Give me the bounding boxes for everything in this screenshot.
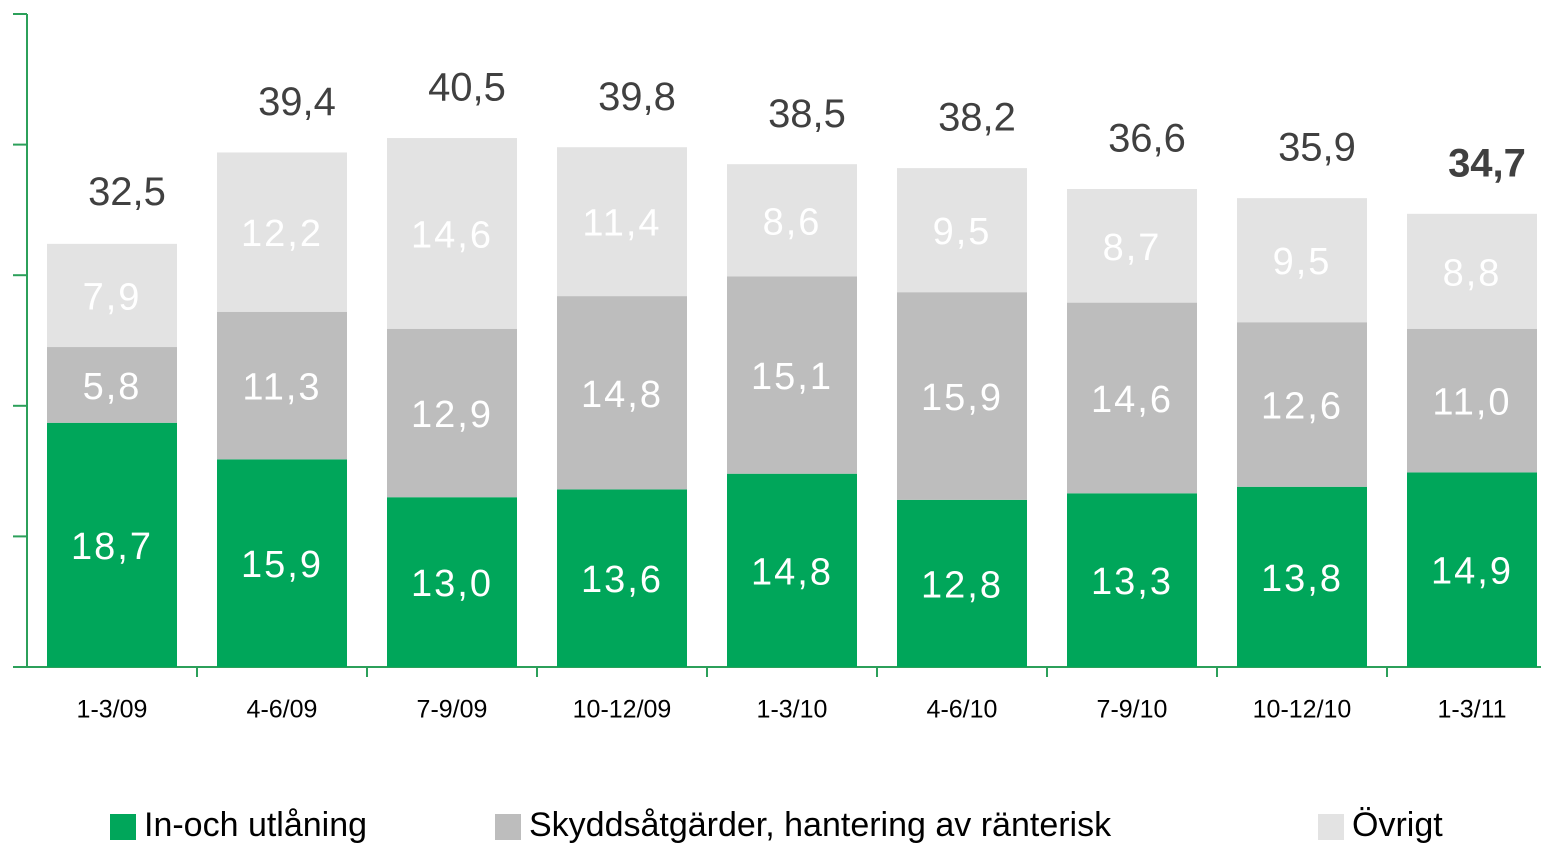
segment-label: 13,6 xyxy=(581,559,663,601)
segment-label: 15,9 xyxy=(241,544,323,586)
segment-label: 13,0 xyxy=(411,563,493,605)
bar-segment xyxy=(897,499,1027,667)
total-label: 40,5 xyxy=(428,66,506,110)
legend-swatch xyxy=(495,814,521,840)
segment-label: 13,3 xyxy=(1091,561,1173,603)
bar-segment xyxy=(557,147,687,297)
total-label: 34,7 xyxy=(1448,141,1526,185)
x-tick-label: 7-9/10 xyxy=(1097,696,1168,724)
bar-segment xyxy=(47,243,177,348)
segment-label: 11,3 xyxy=(242,367,321,409)
bar-segment xyxy=(1067,493,1197,667)
segment-label: 12,2 xyxy=(241,213,323,255)
bar-segment xyxy=(1407,472,1537,667)
segment-label: 18,7 xyxy=(71,526,153,568)
bar-segment xyxy=(727,164,857,277)
segment-label: 15,1 xyxy=(751,356,833,398)
x-tick-label: 10-12/09 xyxy=(573,696,672,724)
segment-label: 12,9 xyxy=(411,394,493,436)
x-tick-label: 7-9/09 xyxy=(417,696,488,724)
bar-segment xyxy=(727,473,857,667)
bar-segment xyxy=(387,138,517,329)
total-label: 39,4 xyxy=(258,80,336,124)
bar-segment xyxy=(557,489,687,667)
segment-label: 11,4 xyxy=(582,203,661,245)
bar-segment xyxy=(1407,213,1537,329)
segment-label: 14,8 xyxy=(581,374,663,416)
segment-label: 5,8 xyxy=(83,366,142,408)
segment-label: 8,7 xyxy=(1103,227,1162,269)
total-label: 36,6 xyxy=(1108,117,1186,161)
segment-label: 9,5 xyxy=(933,211,992,253)
segment-label: 12,8 xyxy=(921,564,1003,606)
bar-segment xyxy=(217,459,347,667)
bar-segment xyxy=(1067,302,1197,494)
total-label: 35,9 xyxy=(1278,126,1356,170)
segment-label: 15,9 xyxy=(921,377,1003,419)
total-label: 38,2 xyxy=(938,96,1016,140)
total-label: 39,8 xyxy=(598,75,676,119)
x-tick-label: 4-6/10 xyxy=(927,696,998,724)
legend-label: Övrigt xyxy=(1352,806,1443,844)
bar-segment xyxy=(217,311,347,460)
segment-label: 12,6 xyxy=(1261,386,1343,428)
bar-segment xyxy=(1237,322,1367,487)
bar-segment xyxy=(1237,486,1367,667)
segment-label: 14,6 xyxy=(1091,379,1173,421)
segment-label: 8,6 xyxy=(763,201,822,243)
bar-segment xyxy=(217,152,347,312)
legend-swatch xyxy=(110,814,136,840)
segment-label: 14,9 xyxy=(1431,551,1513,593)
bar-segment xyxy=(727,276,857,474)
segment-label: 14,8 xyxy=(751,551,833,593)
bar-segment xyxy=(1237,198,1367,323)
bar-segment xyxy=(47,422,177,667)
bar-segment xyxy=(387,497,517,667)
segment-label: 11,0 xyxy=(1432,382,1511,424)
bar-segment xyxy=(557,296,687,490)
legend-label: Skyddsåtgärder, hantering av ränterisk xyxy=(529,806,1112,844)
x-tick-label: 4-6/09 xyxy=(247,696,318,724)
x-tick-label: 1-3/09 xyxy=(77,696,148,724)
total-label: 38,5 xyxy=(768,92,846,136)
bar-segment xyxy=(47,347,177,423)
bar-segment xyxy=(897,168,1027,293)
total-label: 32,5 xyxy=(88,170,166,214)
segment-label: 9,5 xyxy=(1273,241,1332,283)
legend-label: In-och utlåning xyxy=(144,806,367,844)
bar-segment xyxy=(387,328,517,498)
legend-swatch xyxy=(1318,814,1344,840)
x-tick-label: 1-3/11 xyxy=(1437,696,1506,724)
segment-label: 8,8 xyxy=(1443,252,1502,294)
segment-label: 14,6 xyxy=(411,214,493,256)
x-tick-label: 10-12/10 xyxy=(1253,696,1352,724)
x-tick-label: 1-3/10 xyxy=(757,696,828,724)
bar-segment xyxy=(1407,328,1537,473)
segment-label: 13,8 xyxy=(1261,558,1343,600)
bar-segment xyxy=(897,292,1027,500)
segment-label: 7,9 xyxy=(83,276,142,318)
bar-segment xyxy=(1067,189,1197,303)
